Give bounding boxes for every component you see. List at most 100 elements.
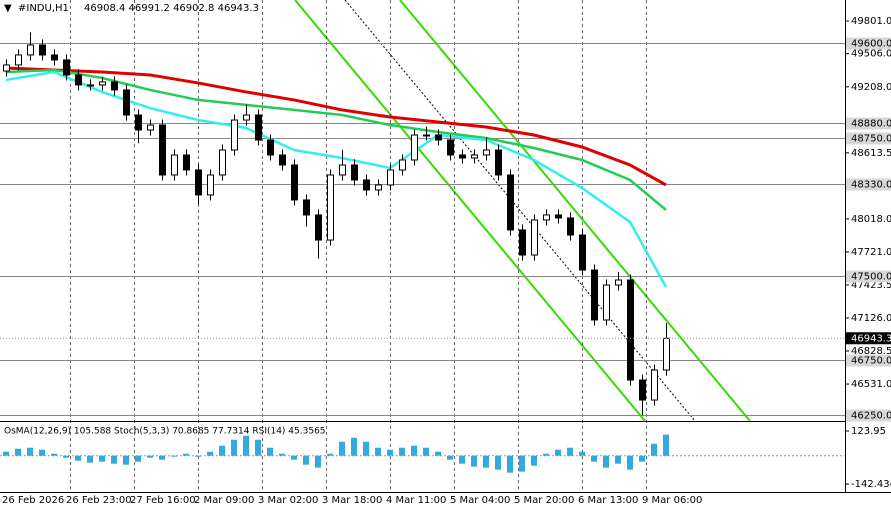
osma-bar: [363, 441, 369, 456]
x-tick-label: 4 Mar 11:00: [386, 495, 446, 506]
y2-tick-label: 123.95: [851, 426, 886, 437]
candle-body: [507, 174, 514, 231]
x-tick-label: 3 Mar 18:00: [322, 495, 382, 506]
candle-body: [27, 44, 34, 56]
candle-body: [243, 114, 250, 121]
osma-bar: [207, 451, 213, 456]
osma-bar: [291, 455, 297, 460]
candle-body: [579, 234, 586, 271]
osma-bar: [279, 453, 285, 456]
osma-bar: [183, 453, 189, 456]
candle-body: [555, 214, 562, 219]
osma-bar: [543, 453, 549, 456]
candle-body: [375, 184, 382, 191]
candle-body: [75, 74, 82, 86]
x-tick-label: 9 Mar 06:00: [642, 495, 702, 506]
osma-bar: [447, 455, 453, 460]
osma-bar: [507, 455, 513, 473]
osma-bar: [231, 439, 237, 456]
indicator-title: OsMA(12,26,9) 105.588 Stoch(5,3,3) 70.86…: [4, 427, 326, 437]
candle-body: [63, 59, 70, 76]
menu-arrow[interactable]: ▼: [4, 3, 12, 14]
current-price-box: [846, 332, 891, 345]
y-tick-label: 48613.5: [851, 148, 891, 159]
candle-body: [231, 119, 238, 151]
candle-body: [651, 369, 658, 401]
y-tick-label: 49801.0: [851, 16, 891, 27]
osma-bar: [591, 455, 597, 462]
candle-body: [435, 134, 442, 141]
y-tick-label: 48018.0: [851, 214, 891, 225]
level-label-box: [846, 132, 891, 145]
osma-bar: [603, 455, 609, 468]
osma-bar: [567, 447, 573, 456]
x-tick-label: 2 Mar 09:00: [194, 495, 254, 506]
osma-bar: [471, 455, 477, 467]
osma-bar: [195, 455, 201, 457]
candle-body: [183, 154, 190, 171]
osma-bar: [555, 449, 561, 456]
candle-body: [51, 54, 58, 61]
candle-body: [351, 164, 358, 181]
osma-bar: [483, 455, 489, 468]
candle-body: [603, 284, 610, 321]
y-tick-label: 47126.0: [851, 313, 891, 324]
level-label-box: [846, 409, 891, 422]
osma-bar: [123, 455, 129, 465]
osma-bar: [111, 455, 117, 464]
candle-body: [291, 164, 298, 201]
y2-tick-label: -142.434: [851, 479, 891, 490]
candle-body: [447, 139, 454, 156]
x-tick-label: 5 Mar 20:00: [514, 495, 574, 506]
candle-body: [567, 217, 574, 236]
y-tick-label: 46828.5: [851, 346, 891, 357]
candle-body: [99, 81, 106, 86]
osma-bar: [399, 447, 405, 456]
candle-body: [315, 214, 322, 241]
level-label-box: [846, 270, 891, 283]
osma-bar: [3, 451, 9, 456]
osma-bar: [27, 447, 33, 456]
osma-bar: [663, 434, 669, 456]
candle-body: [519, 229, 526, 256]
candle-body: [39, 44, 46, 56]
osma-bar: [531, 455, 537, 466]
level-label: 46750.0: [851, 356, 891, 367]
candle-body: [15, 54, 22, 66]
candle-body: [543, 214, 550, 221]
symbol: #INDU,H1: [18, 3, 69, 14]
level-label-box: [846, 117, 891, 130]
osma-bar: [615, 455, 621, 464]
osma-bar: [303, 455, 309, 465]
candle-body: [459, 154, 466, 159]
osma-bar: [159, 455, 165, 460]
candle-body: [615, 279, 622, 286]
candle-body: [207, 174, 214, 196]
y-tick-label: 49208.0: [851, 82, 891, 93]
osma-bar: [315, 455, 321, 468]
osma-bar: [39, 449, 45, 456]
candle-body: [327, 174, 334, 241]
osma-bar: [411, 445, 417, 456]
candle-body: [3, 64, 10, 72]
channel-line: [399, 0, 751, 422]
candle-body: [135, 114, 142, 131]
level-label-box: [846, 37, 891, 50]
candle-body: [195, 169, 202, 196]
candle-body: [255, 114, 262, 141]
osma-bar: [87, 455, 93, 463]
candle-body: [123, 89, 130, 116]
osma-bar: [387, 449, 393, 456]
level-label-box: [846, 178, 891, 191]
candle-body: [531, 219, 538, 256]
channel-line: [294, 0, 646, 422]
osma-bar: [75, 455, 81, 461]
osma-bar: [627, 455, 633, 470]
candle-body: [411, 134, 418, 161]
candle-body: [483, 149, 490, 156]
candle-body: [663, 337, 670, 371]
candle-body: [423, 134, 430, 137]
